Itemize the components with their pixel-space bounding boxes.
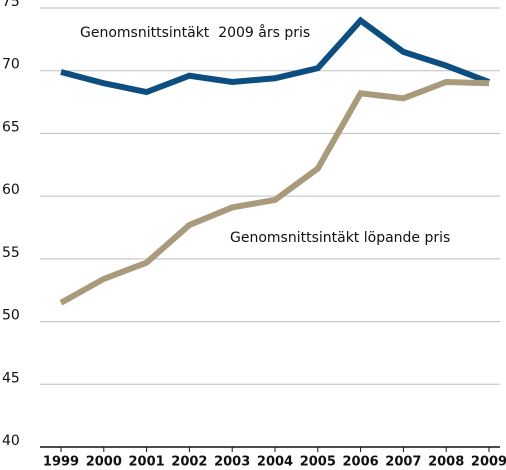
x-tick-label: 2002 bbox=[171, 455, 207, 470]
x-tick-label: 1999 bbox=[43, 455, 79, 470]
x-tick-label: 2001 bbox=[129, 455, 165, 470]
x-tick-label: 2009 bbox=[471, 455, 506, 470]
x-tick-label: 2006 bbox=[343, 455, 379, 470]
y-tick-label: 40 bbox=[2, 433, 20, 449]
x-tick-label: 2004 bbox=[257, 455, 293, 470]
y-tick-label: 70 bbox=[2, 57, 20, 73]
series-label: Genomsnittsintäkt 2009 års pris bbox=[80, 24, 310, 41]
y-tick-label: 55 bbox=[2, 245, 20, 261]
x-tick-label: 2007 bbox=[385, 455, 421, 470]
y-tick-label: 75 bbox=[2, 0, 20, 10]
series-label: Genomsnittsintäkt löpande pris bbox=[230, 230, 450, 246]
y-tick-label: 65 bbox=[2, 119, 20, 135]
x-tick-label: 2008 bbox=[428, 455, 464, 470]
x-tick-label: 2003 bbox=[214, 455, 250, 470]
x-tick-label: 2005 bbox=[300, 455, 336, 470]
y-tick-label: 45 bbox=[2, 370, 20, 386]
x-tick-label: 2000 bbox=[86, 455, 122, 470]
series-line bbox=[60, 16, 491, 96]
y-tick-label: 60 bbox=[2, 182, 20, 198]
y-tick-label: 50 bbox=[2, 308, 20, 324]
series-line bbox=[59, 78, 490, 306]
